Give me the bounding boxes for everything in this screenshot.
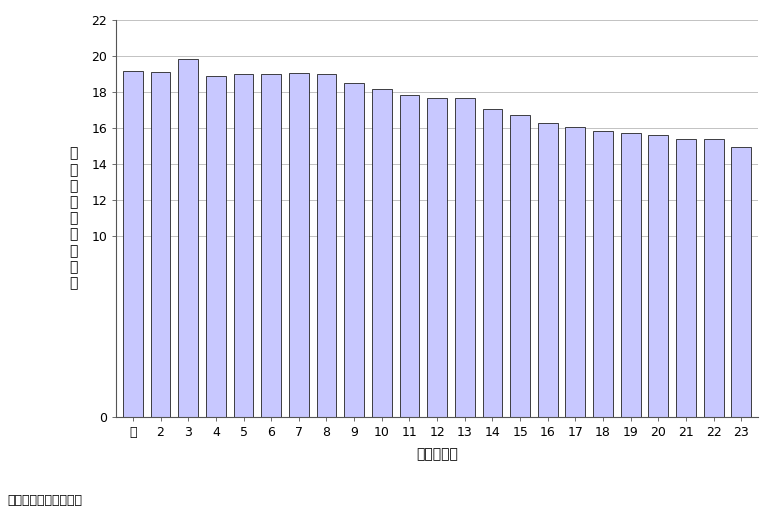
- Text: 出典：国土交通省資料: 出典：国土交通省資料: [8, 494, 83, 507]
- X-axis label: 年（平成）: 年（平成）: [416, 447, 458, 461]
- Bar: [289, 73, 308, 417]
- Bar: [316, 74, 336, 417]
- Bar: [482, 109, 502, 417]
- Bar: [703, 139, 724, 417]
- Bar: [621, 133, 641, 417]
- Bar: [510, 115, 530, 417]
- Bar: [731, 147, 751, 417]
- Bar: [538, 123, 558, 417]
- Bar: [566, 127, 585, 417]
- Bar: [179, 59, 198, 417]
- Y-axis label: 水
防
団
員
数
（
千
人
）: 水 防 団 員 数 （ 千 人 ）: [69, 146, 77, 290]
- Bar: [400, 95, 420, 417]
- Bar: [593, 131, 613, 417]
- Bar: [649, 136, 669, 417]
- Bar: [151, 72, 171, 417]
- Bar: [261, 74, 281, 417]
- Bar: [372, 90, 392, 417]
- Bar: [123, 71, 143, 417]
- Bar: [233, 74, 254, 417]
- Bar: [455, 98, 475, 417]
- Bar: [676, 139, 696, 417]
- Bar: [206, 76, 226, 417]
- Bar: [427, 98, 447, 417]
- Bar: [344, 83, 364, 417]
